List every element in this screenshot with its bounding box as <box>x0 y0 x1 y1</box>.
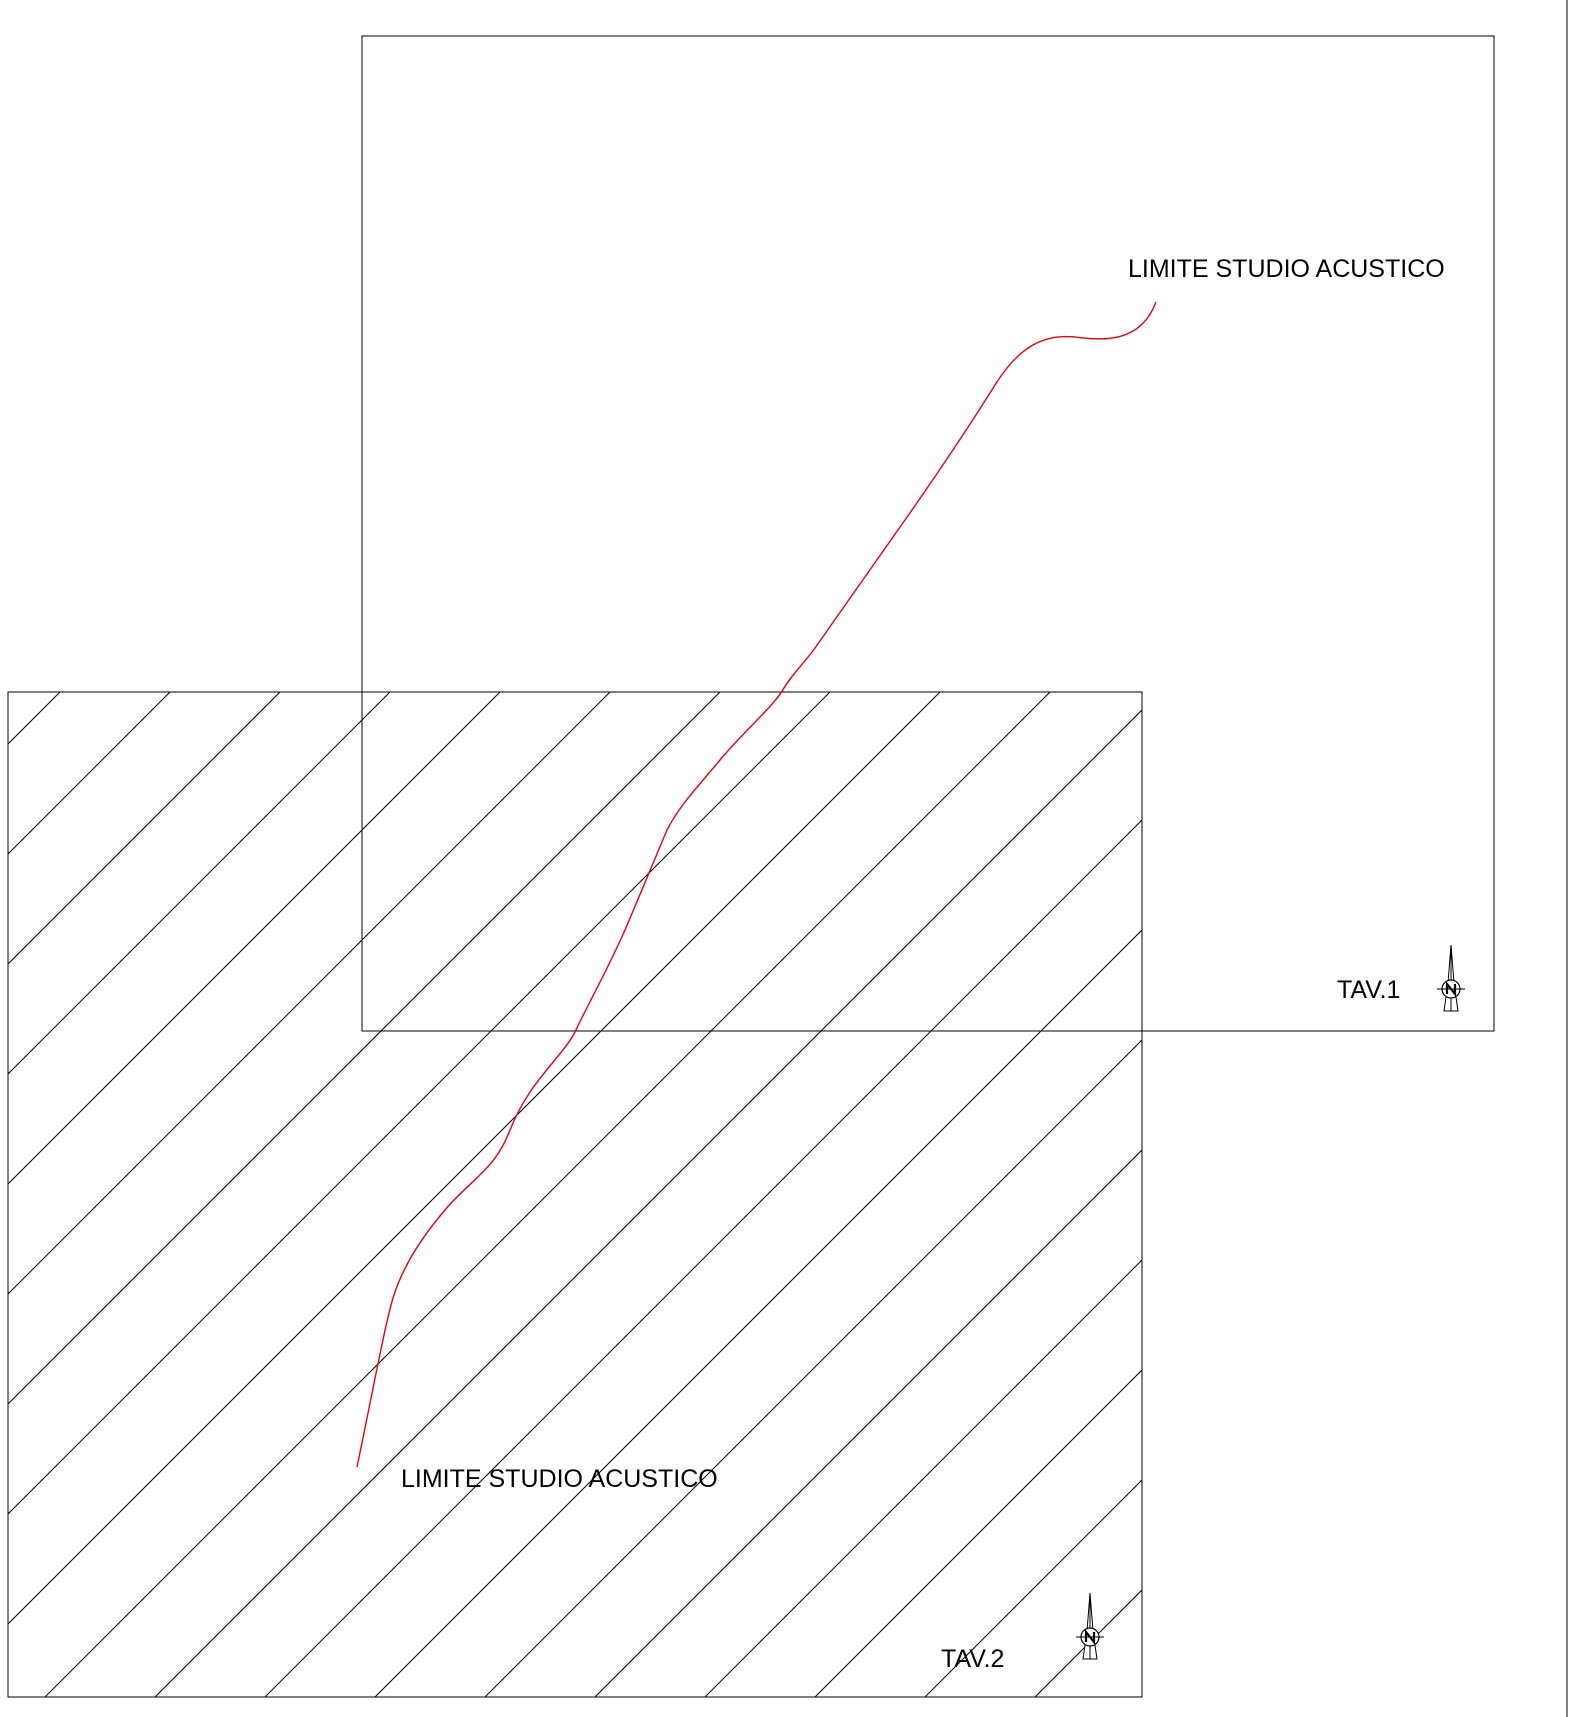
hatch-line <box>814 1369 1142 1697</box>
hatch-pattern <box>8 692 1572 1697</box>
hatch-line <box>154 709 1142 1697</box>
hatch-line <box>264 819 1142 1697</box>
hatch-line <box>1255 692 1572 1697</box>
sheet-tav2-label: TAV.2 <box>941 1645 1004 1673</box>
north-arrow-icon <box>1435 943 1467 1013</box>
hatch-line <box>1034 1589 1142 1697</box>
hatch-line <box>924 1479 1142 1697</box>
hatch-line <box>374 929 1142 1697</box>
sheet-tav2-frame <box>7 691 1143 1698</box>
hatch-line <box>484 1039 1142 1697</box>
sheet-tav1-frame <box>361 35 1495 1032</box>
acoustic-study-boundary-line <box>356 301 1157 1468</box>
boundary-label-top: LIMITE STUDIO ACUSTICO <box>1128 255 1445 283</box>
hatch-line <box>1145 692 1572 1697</box>
hatch-line <box>44 692 1051 1697</box>
hatch-line <box>8 692 941 1625</box>
hatch-line <box>8 692 721 1405</box>
hatch-line <box>594 1149 1142 1697</box>
hatch-line <box>8 692 171 855</box>
sheet-tav1-label: TAV.1 <box>1337 976 1400 1004</box>
north-arrow-icon <box>1074 1591 1106 1661</box>
hatch-line <box>704 1259 1142 1697</box>
hatch-line <box>8 692 611 1295</box>
hatch-line <box>8 692 281 965</box>
hatch-line <box>8 692 831 1515</box>
boundary-label-bottom: LIMITE STUDIO ACUSTICO <box>401 1465 718 1493</box>
sheet-tav2 <box>7 691 1572 1698</box>
hatch-line <box>8 692 391 1075</box>
hatch-line <box>8 692 501 1185</box>
hatch-line <box>8 692 61 745</box>
